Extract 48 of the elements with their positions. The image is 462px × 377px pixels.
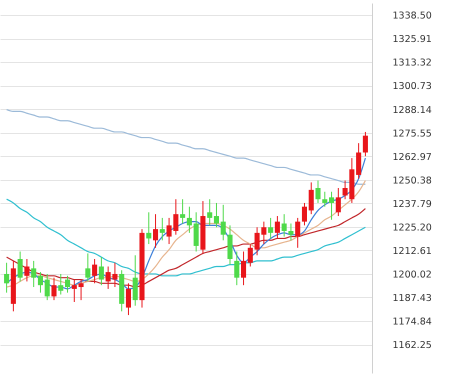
y-tick-label: 1300.73 <box>392 81 432 92</box>
y-tick-label: 1275.55 <box>392 128 432 140</box>
y-tick-label: 1187.43 <box>392 292 432 304</box>
candlestick <box>85 252 90 282</box>
y-tick-label: 1174.84 <box>392 316 432 328</box>
y-tick-label: 1162.25 <box>392 340 432 352</box>
y-tick-label: 1237.79 <box>392 198 432 210</box>
line-series <box>6 108 366 185</box>
line-series <box>6 198 366 276</box>
candlestick <box>51 277 57 301</box>
candlestick <box>362 131 368 157</box>
candlestick <box>24 258 30 282</box>
y-tick-label: 1200.02 <box>392 269 432 280</box>
y-tick-label: 1250.38 <box>392 175 432 186</box>
y-tick-label: 1262.97 <box>392 152 432 163</box>
candlestick <box>295 217 300 248</box>
candlestick <box>173 198 178 236</box>
candlestick <box>268 217 274 239</box>
candlestick <box>336 188 341 217</box>
candlestick <box>241 251 246 286</box>
candlestick <box>112 262 118 288</box>
candlestick <box>152 214 158 248</box>
y-tick-label: 1225.20 <box>392 222 432 234</box>
candlestick <box>18 251 23 282</box>
y-tick-label: 1325.91 <box>392 34 432 46</box>
candlestick <box>315 180 321 204</box>
candlestick <box>261 221 266 245</box>
candlestick <box>207 198 212 226</box>
y-tick-label: 1338.50 <box>392 10 432 22</box>
candlestick <box>132 254 138 306</box>
candlestick <box>160 217 165 241</box>
candlestick <box>146 212 152 245</box>
y-tick-label: 1313.32 <box>392 58 432 69</box>
candlestick <box>98 256 104 286</box>
candlestick <box>180 198 186 224</box>
candlestick <box>4 262 10 294</box>
candlestick <box>282 214 287 238</box>
candlestick <box>288 223 294 241</box>
candlestick <box>234 251 240 286</box>
candlestick <box>106 266 111 290</box>
candlestick <box>166 217 172 245</box>
candlestick <box>92 258 98 284</box>
y-tick-label: 1212.61 <box>392 246 432 257</box>
candlestick <box>31 260 36 288</box>
candlestick <box>274 216 280 239</box>
y-tick-label: 1288.14 <box>392 104 432 116</box>
candlestick <box>126 282 131 316</box>
candlestick <box>342 180 348 200</box>
